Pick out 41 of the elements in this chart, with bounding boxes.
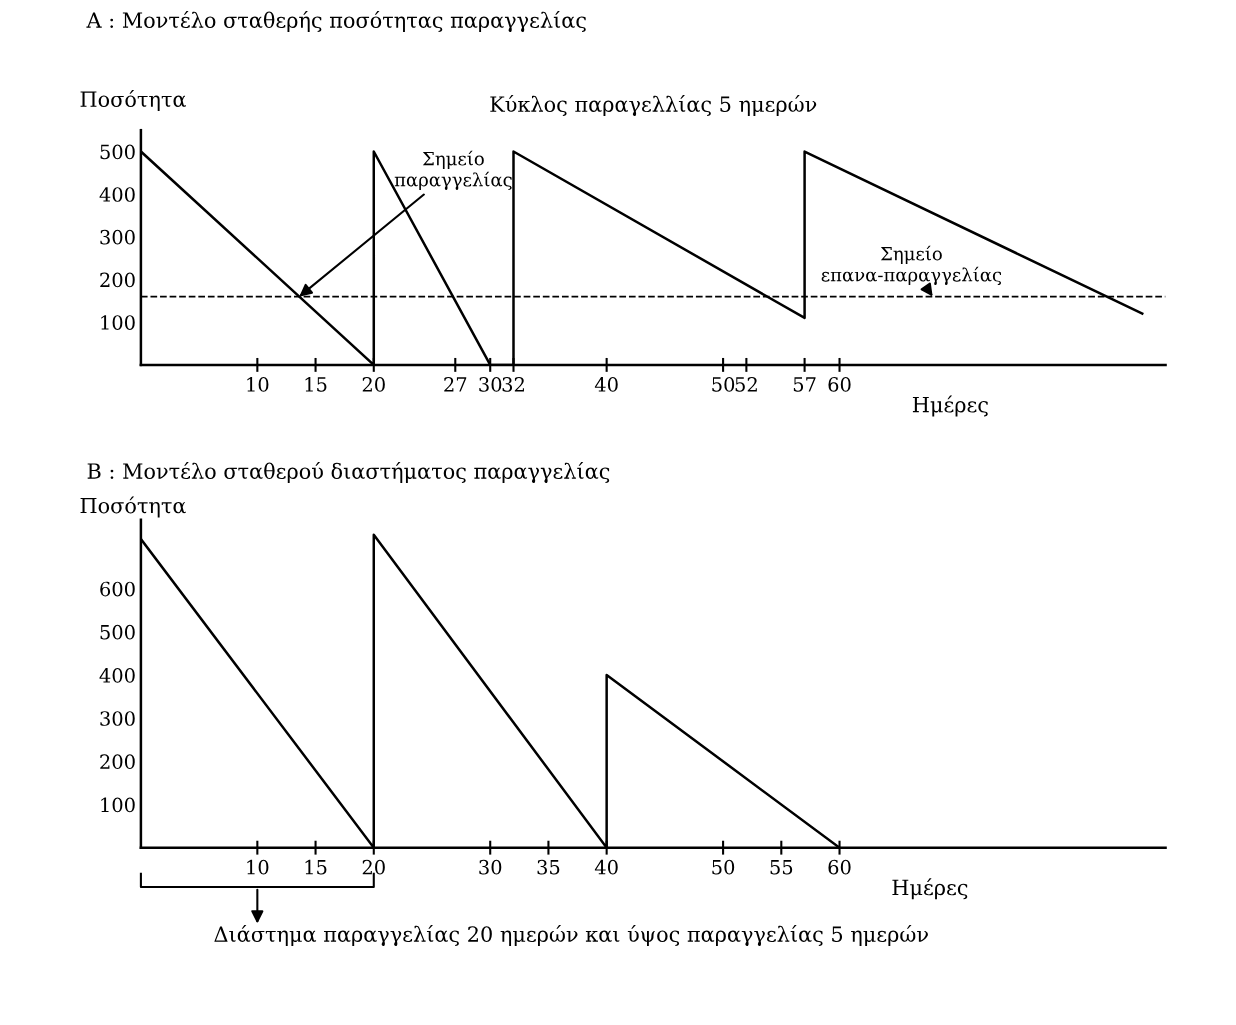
x-axis-title: Ημέρες [912, 395, 988, 417]
y-tick-label: 500 [100, 144, 135, 160]
x-tick-label: 20 [362, 377, 385, 392]
y-tick-label: 300 [100, 711, 135, 726]
x-axis-title: Ημέρες [892, 878, 968, 900]
y-tick-label: 200 [100, 272, 135, 288]
x-tick-label: 35 [537, 859, 560, 875]
x-tick-label: 50 [712, 859, 735, 875]
y-tick-label: 100 [101, 797, 135, 813]
chart-title: A : Μοντέλο σταθερής ποσότητας παραγγελίας [86, 11, 586, 33]
x-tick-label: 60 [828, 859, 851, 875]
x-tick-label: 50 [712, 377, 735, 392]
x-tick-label: 20 [362, 859, 385, 875]
x-tick-label: 27 [444, 377, 467, 392]
x-tick-label: 40 [594, 377, 618, 392]
x-tick-label: 60 [828, 377, 851, 392]
y-axis-title: Ποσότητα [80, 90, 186, 112]
x-tick-label: 10 [247, 859, 269, 875]
y-tick-label: 200 [100, 754, 135, 770]
x-tick-label: 55 [770, 860, 793, 875]
annotation: Σημείο παραγγελίας [394, 150, 512, 191]
x-tick-label: 15 [305, 859, 327, 875]
y-tick-label: 100 [101, 315, 135, 330]
y-tick-label: 400 [99, 668, 135, 683]
x-tick-label: 40 [594, 859, 618, 875]
y-tick-label: 400 [99, 187, 135, 202]
x-tick-label: 30 [479, 859, 502, 875]
x-tick-label: 57 [793, 377, 816, 392]
y-axis-title: Ποσότητα [80, 496, 186, 518]
text: Κύκλος παραγελλίας 5 ημερών [490, 95, 817, 117]
x-tick-label: 30 [479, 377, 502, 392]
text: Διάστημα παραγγελίας 20 ημερών και ύψος παραγγελίας 5 ημερών [214, 925, 928, 947]
x-tick-label: 10 [247, 377, 269, 392]
x-tick-label: 52 [735, 377, 757, 392]
x-tick-label: 15 [305, 377, 327, 392]
x-tick-label: 32 [502, 377, 524, 392]
y-tick-label: 300 [100, 229, 135, 245]
y-tick-label: 600 [100, 581, 135, 597]
annotation: Σημείο επανα-παραγγελίας [821, 245, 1002, 286]
chart-title: B : Μοντέλο σταθερού διαστήματος παραγγελίας [87, 462, 610, 484]
y-tick-label: 500 [100, 624, 135, 640]
